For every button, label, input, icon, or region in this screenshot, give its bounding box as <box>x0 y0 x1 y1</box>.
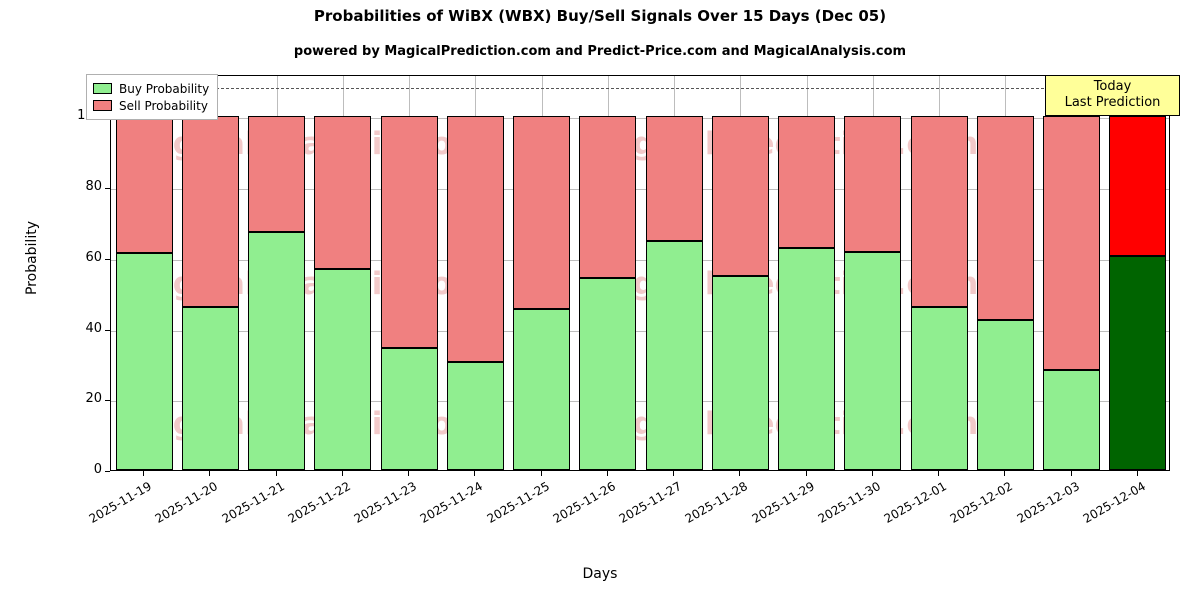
reference-dashed-line <box>111 88 1169 90</box>
bar-column[interactable] <box>314 76 372 470</box>
legend-label-buy: Buy Probability <box>119 81 210 96</box>
bar-segment-sell[interactable] <box>181 116 239 308</box>
bar-column[interactable] <box>446 76 504 470</box>
x-tick-mark <box>209 471 211 476</box>
x-tick-mark <box>540 471 542 476</box>
bar-segment-buy[interactable] <box>778 247 836 470</box>
x-tick-mark <box>805 471 807 476</box>
bar-column[interactable] <box>976 76 1034 470</box>
bar-column[interactable] <box>645 76 703 470</box>
today-annotation-line2: Last Prediction <box>1064 95 1161 110</box>
bar-segment-sell[interactable] <box>711 116 769 277</box>
bar-segment-sell[interactable] <box>115 116 173 253</box>
bar-column[interactable] <box>579 76 637 470</box>
bar-segment-buy[interactable] <box>1109 256 1167 470</box>
bar-column[interactable] <box>1043 76 1101 470</box>
bar-segment-sell[interactable] <box>314 116 372 270</box>
y-tick-mark <box>105 188 110 190</box>
bar-segment-buy[interactable] <box>181 307 239 470</box>
legend-item-buy: Buy Probability <box>93 80 209 97</box>
bar-segment-buy[interactable] <box>711 276 769 470</box>
bar-segment-buy[interactable] <box>115 252 173 470</box>
x-tick-mark <box>1136 471 1138 476</box>
y-tick-mark <box>105 258 110 260</box>
bar-segment-buy[interactable] <box>513 309 571 470</box>
bar-segment-sell[interactable] <box>1043 116 1101 370</box>
legend-item-sell: Sell Probability <box>93 97 209 114</box>
y-axis-label: Probability <box>24 221 40 296</box>
chart-title: Probabilities of WiBX (WBX) Buy/Sell Sig… <box>313 7 887 25</box>
x-tick-mark <box>673 471 675 476</box>
bar-segment-buy[interactable] <box>380 348 438 470</box>
y-gridline <box>111 189 1169 191</box>
y-gridline <box>111 118 1169 120</box>
x-tick-mark <box>739 471 741 476</box>
y-tick-label: 40 <box>85 320 102 336</box>
bar-segment-buy[interactable] <box>446 362 504 470</box>
bar-column[interactable] <box>181 76 239 470</box>
bar-segment-buy[interactable] <box>976 319 1034 470</box>
legend-swatch-buy <box>93 83 112 94</box>
x-tick-mark <box>871 471 873 476</box>
bar-segment-sell[interactable] <box>976 116 1034 320</box>
bar-column[interactable] <box>1109 76 1167 470</box>
bar-segment-buy[interactable] <box>248 232 306 470</box>
y-tick-label: 80 <box>85 179 102 195</box>
bar-column[interactable] <box>115 76 173 470</box>
bar-segment-buy[interactable] <box>314 269 372 470</box>
bar-column[interactable] <box>711 76 769 470</box>
y-tick-mark <box>105 400 110 402</box>
bar-column[interactable] <box>380 76 438 470</box>
x-tick-mark <box>408 471 410 476</box>
bar-segment-sell[interactable] <box>380 116 438 349</box>
legend-swatch-sell <box>93 100 112 111</box>
bar-segment-sell[interactable] <box>446 116 504 363</box>
plot-area: MagicalAnalysis.comMagicalPrediction.com… <box>110 75 1170 471</box>
bar-segment-sell[interactable] <box>778 116 836 248</box>
bar-segment-buy[interactable] <box>1043 369 1101 470</box>
bar-segment-sell[interactable] <box>579 116 637 279</box>
bar-segment-buy[interactable] <box>645 241 703 470</box>
x-tick-mark <box>143 471 145 476</box>
y-tick-label: 20 <box>85 391 102 407</box>
y-tick-label: 60 <box>85 249 102 265</box>
y-tick-label: 0 <box>93 462 102 477</box>
bar-column[interactable] <box>844 76 902 470</box>
bar-column[interactable] <box>513 76 571 470</box>
bar-segment-buy[interactable] <box>844 251 902 470</box>
bar-segment-sell[interactable] <box>910 116 968 308</box>
x-axis-label: Days <box>582 566 618 582</box>
bar-segment-sell[interactable] <box>645 116 703 242</box>
bar-segment-sell[interactable] <box>513 116 571 310</box>
y-gridline <box>111 259 1169 261</box>
x-tick-mark <box>275 471 277 476</box>
x-tick-mark <box>606 471 608 476</box>
bar-column[interactable] <box>910 76 968 470</box>
y-gridline <box>111 401 1169 403</box>
bar-segment-sell[interactable] <box>1109 116 1167 257</box>
x-tick-mark <box>1070 471 1072 476</box>
bar-column[interactable] <box>248 76 306 470</box>
chart-subtitle: powered by MagicalPrediction.com and Pre… <box>293 44 907 59</box>
y-tick-mark <box>105 329 110 331</box>
x-tick-mark <box>1004 471 1006 476</box>
x-tick-mark <box>938 471 940 476</box>
bar-segment-sell[interactable] <box>844 116 902 252</box>
today-annotation-line1: Today <box>1093 79 1132 94</box>
bar-segment-buy[interactable] <box>910 307 968 470</box>
bar-column[interactable] <box>778 76 836 470</box>
x-tick-mark <box>341 471 343 476</box>
bar-segment-sell[interactable] <box>248 116 306 233</box>
bar-segment-buy[interactable] <box>579 278 637 470</box>
legend-label-sell: Sell Probability <box>119 98 208 113</box>
y-tick-mark <box>105 471 110 472</box>
x-tick-mark <box>474 471 476 476</box>
y-gridline <box>111 330 1169 332</box>
today-annotation: Today Last Prediction <box>1045 75 1180 116</box>
chart-legend: Buy Probability Sell Probability <box>86 74 219 120</box>
